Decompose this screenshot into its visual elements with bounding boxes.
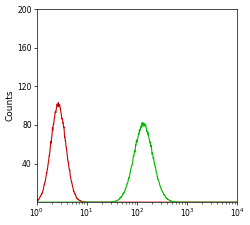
Y-axis label: Counts: Counts (6, 90, 15, 121)
